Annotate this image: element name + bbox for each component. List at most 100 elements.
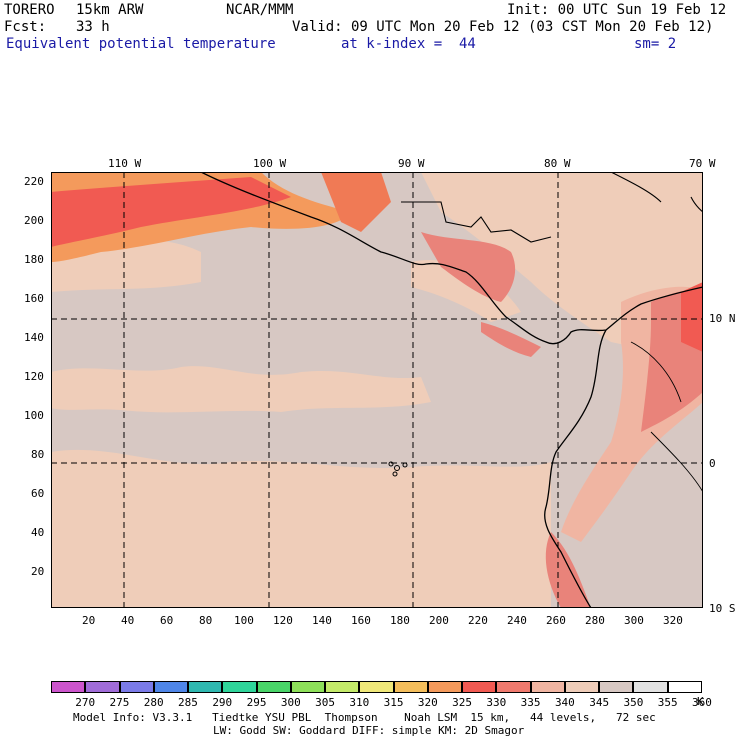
colorbar-box — [530, 681, 565, 693]
colorbar-label: 305 — [315, 696, 335, 709]
colorbar-label: 350 — [623, 696, 644, 709]
colorbar-box — [290, 681, 326, 693]
colorbar-label: 325 — [452, 696, 473, 709]
x-tick-100: 100 — [234, 614, 254, 627]
field-345k-band — [51, 366, 431, 413]
colorbar-box — [633, 681, 668, 693]
colorbar-box — [599, 681, 634, 693]
y-tick-220: 220 — [24, 175, 44, 188]
x-tick-240: 240 — [507, 614, 527, 627]
x-tick-300: 300 — [624, 614, 644, 627]
y-tick-140: 140 — [24, 331, 44, 344]
colorbar-label: 295 — [246, 696, 267, 709]
colorbar-label: 270 — [75, 696, 96, 709]
colorbar-box — [393, 681, 428, 693]
colorbar-label: 360 — [692, 696, 712, 709]
field-335k-costa-rica — [481, 322, 541, 357]
pacific-coastline — [200, 172, 703, 345]
colorbar-box — [256, 681, 291, 693]
colorbar-box — [325, 681, 360, 693]
x-tick-180: 180 — [390, 614, 410, 627]
colorbar-box — [85, 681, 120, 693]
field-name: Equivalent potential temperature — [6, 36, 276, 52]
x-tick-160: 160 — [351, 614, 371, 627]
colorbar-label: 310 — [349, 696, 370, 709]
colorbar-box — [667, 681, 702, 693]
y-tick-120: 120 — [24, 370, 44, 383]
x-tick-140: 140 — [312, 614, 332, 627]
field-345k-pacific-coast — [411, 260, 521, 322]
colorbar-box — [564, 681, 600, 693]
colorbar-label: 330 — [486, 696, 507, 709]
colorbar-label: 345 — [589, 696, 610, 709]
colorbar-label: 300 — [280, 696, 301, 709]
y-tick-60: 60 — [31, 487, 45, 500]
galapagos-island-3 — [402, 462, 408, 468]
y-tick-80: 80 — [31, 448, 45, 461]
colorbar-box — [188, 681, 223, 693]
valid-time: Valid: 09 UTC Mon 20 Feb 12 (03 CST Mon … — [292, 19, 714, 35]
x-tick-40: 40 — [121, 614, 135, 627]
colorbar-box — [496, 681, 531, 693]
galapagos-island-1 — [388, 461, 394, 467]
field-335k-central-america — [421, 232, 516, 302]
colorbar-label: 285 — [178, 696, 198, 709]
yucatan-coastline — [401, 201, 552, 243]
forecast-label: Fcst: — [4, 19, 47, 35]
lon-label-100w: 100 W — [253, 157, 287, 170]
colorbar-box — [153, 681, 189, 693]
colorbar-label: 335 — [520, 696, 541, 709]
colorbar-label: 280 — [143, 696, 164, 709]
init-time: Init: 00 UTC Sun 19 Feb 12 — [507, 2, 727, 18]
map-frame — [51, 172, 703, 608]
model-resolution: 15km ARW — [76, 2, 144, 18]
colorbar-box — [462, 681, 497, 693]
y-tick-100: 100 — [24, 409, 44, 422]
x-tick-20: 20 — [82, 614, 96, 627]
colorbar-box — [222, 681, 257, 693]
x-tick-260: 260 — [546, 614, 566, 627]
y-tick-20: 20 — [31, 565, 45, 578]
lon-label-110w: 110 W — [108, 157, 142, 170]
x-tick-60: 60 — [160, 614, 174, 627]
lat-label-0: 0 — [709, 457, 716, 470]
y-tick-40: 40 — [31, 526, 45, 539]
colorbar-unit: K — [697, 695, 704, 708]
colorbar-box — [359, 681, 394, 693]
galapagos-island-2 — [394, 465, 400, 471]
x-tick-320: 320 — [663, 614, 683, 627]
x-tick-80: 80 — [199, 614, 213, 627]
forecast-hour: 33 h — [76, 19, 110, 35]
x-tick-220: 220 — [468, 614, 488, 627]
colorbar-box — [51, 681, 86, 693]
colorbar-box — [119, 681, 154, 693]
lon-label-90w: 90 W — [398, 157, 425, 170]
lat-label-10s: 10 S — [709, 602, 736, 615]
colorbar-label: 315 — [383, 696, 404, 709]
model-info-line1: Model Info: V3.3.1 Tiedtke YSU PBL Thomp… — [73, 711, 656, 724]
south-america-coastline — [544, 329, 607, 608]
center-name: NCAR/MMM — [226, 2, 294, 18]
x-tick-280: 280 — [585, 614, 605, 627]
y-tick-160: 160 — [24, 292, 44, 305]
y-tick-180: 180 — [24, 253, 44, 266]
lon-label-70w: 70 W — [689, 157, 716, 170]
field-330k-nw — [51, 177, 291, 247]
level-info: at k-index = 44 — [341, 36, 476, 52]
colorbar-label: 275 — [109, 696, 130, 709]
model-info-line2: LW: Godd SW: Goddard DIFF: simple KM: 2D… — [213, 724, 525, 737]
x-tick-120: 120 — [273, 614, 293, 627]
x-tick-200: 200 — [429, 614, 449, 627]
lat-label-10n: 10 N — [709, 312, 736, 325]
field-330k-venezuela — [681, 282, 703, 352]
lon-label-80w: 80 W — [544, 157, 571, 170]
country-borders — [630, 341, 703, 493]
smoothing-info: sm= 2 — [634, 36, 677, 52]
colorbar-box — [427, 681, 463, 693]
theta-e-field — [51, 172, 703, 608]
y-tick-200: 200 — [24, 214, 44, 227]
field-325k-mexico — [321, 172, 391, 232]
colorbar-label: 340 — [554, 696, 575, 709]
galapagos-island-4 — [392, 471, 398, 477]
colorbar-label: 320 — [417, 696, 438, 709]
